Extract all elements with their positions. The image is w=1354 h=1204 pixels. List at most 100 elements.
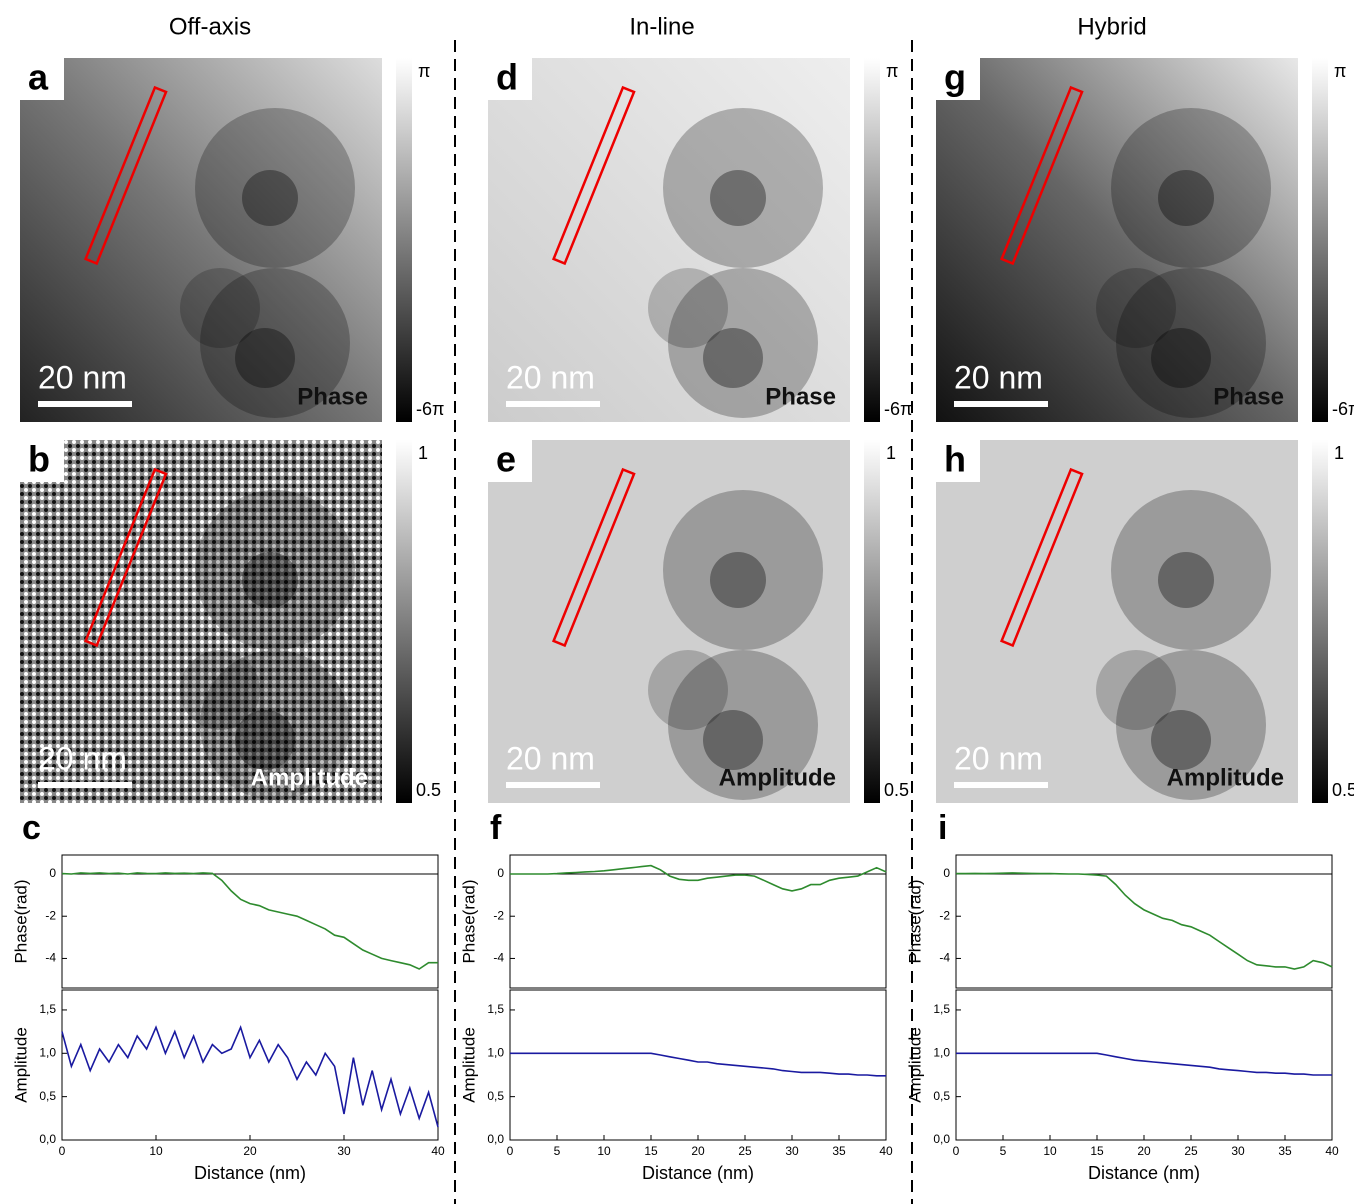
x-tick-label: 0 — [953, 1144, 960, 1158]
scale-bar-label: 20 nm — [506, 740, 595, 776]
particle — [180, 650, 260, 730]
colorbar — [864, 440, 880, 803]
particle — [668, 268, 818, 418]
panel-letter: c — [22, 809, 41, 847]
scale-bar-label: 20 nm — [954, 359, 1043, 395]
x-tick-label: 0 — [59, 1144, 66, 1158]
colorbar-tick: -6π — [884, 399, 912, 419]
plot-frame — [61, 989, 439, 1141]
panel-letter: g — [944, 57, 966, 98]
data-line — [510, 864, 887, 892]
colorbar-tick: 1 — [1334, 443, 1344, 463]
panel-letter: h — [944, 439, 966, 480]
column-title: Hybrid — [1077, 13, 1146, 40]
letter-bg — [20, 58, 64, 100]
panel-label: Amplitude — [719, 764, 836, 791]
x-tick-label: 15 — [644, 1144, 658, 1158]
selection-box — [551, 85, 636, 266]
y-axis-label: Amplitude — [905, 1027, 924, 1103]
letter-bg — [936, 440, 980, 482]
micrograph — [936, 58, 1298, 422]
letter-bg — [20, 440, 64, 482]
particle — [235, 710, 295, 770]
x-tick-label: 0 — [507, 1144, 514, 1158]
y-tick-label: 1,0 — [933, 1045, 950, 1059]
micrograph — [936, 440, 1298, 803]
x-tick-label: 10 — [597, 1144, 611, 1158]
plot-frame — [509, 989, 887, 1141]
letter-bg — [488, 440, 532, 482]
panel-letter: f — [490, 809, 502, 847]
y-tick-label: 1,5 — [933, 1002, 950, 1016]
panel-letter: b — [28, 439, 50, 480]
scale-bar-label: 20 nm — [506, 359, 595, 395]
y-tick-label: 1,0 — [487, 1045, 504, 1059]
panel-label: Amplitude — [1167, 764, 1284, 791]
x-tick-label: 30 — [337, 1144, 351, 1158]
micrograph — [488, 440, 850, 803]
colorbar-tick: 0.5 — [416, 780, 441, 800]
x-tick-label: 10 — [149, 1144, 163, 1158]
y-tick-label: 0,5 — [39, 1089, 56, 1103]
particle — [235, 328, 295, 388]
colorbar — [396, 440, 412, 803]
particle — [648, 650, 728, 730]
y-tick-label: 0 — [49, 866, 56, 880]
data-line — [956, 872, 1333, 970]
colorbar-tick: 1 — [418, 443, 428, 463]
particle — [668, 650, 818, 800]
x-tick-label: 30 — [1231, 1144, 1245, 1158]
selection-box — [83, 467, 168, 648]
y-axis-label: Phase(rad) — [11, 879, 30, 963]
x-tick-label: 35 — [832, 1144, 846, 1158]
x-tick-label: 10 — [1043, 1144, 1057, 1158]
colorbar — [1312, 58, 1328, 422]
particle — [1151, 328, 1211, 388]
micrograph — [20, 58, 382, 422]
colorbar-tick: π — [418, 61, 430, 81]
x-tick-label: 30 — [785, 1144, 799, 1158]
y-tick-label: -2 — [45, 908, 56, 922]
particle — [180, 268, 260, 348]
colorbar-tick: 0.5 — [1332, 780, 1354, 800]
colorbar-tick: π — [886, 61, 898, 81]
x-tick-label: 35 — [1278, 1144, 1292, 1158]
particle — [195, 108, 355, 268]
particle — [1158, 170, 1214, 226]
column-title: In-line — [629, 13, 694, 40]
x-tick-label: 5 — [1000, 1144, 1007, 1158]
x-tick-label: 20 — [243, 1144, 257, 1158]
y-tick-label: -2 — [939, 908, 950, 922]
selection-box — [999, 467, 1084, 648]
plot-frame — [61, 854, 439, 989]
colorbar — [864, 58, 880, 422]
particle — [1158, 552, 1214, 608]
colorbar-tick: 1 — [886, 443, 896, 463]
particle — [242, 552, 298, 608]
y-axis-label: Amplitude — [11, 1027, 30, 1103]
particle — [710, 170, 766, 226]
particle — [1111, 108, 1271, 268]
x-axis-label: Distance (nm) — [642, 1163, 754, 1183]
scale-bar-label: 20 nm — [38, 740, 127, 776]
colorbar — [1312, 440, 1328, 803]
data-line — [510, 1052, 886, 1077]
letter-bg — [936, 58, 980, 100]
data-line — [61, 872, 438, 970]
particle — [1116, 268, 1266, 418]
x-tick-label: 40 — [431, 1144, 445, 1158]
panel-label: Amplitude — [251, 764, 368, 791]
x-tick-label: 40 — [1325, 1144, 1339, 1158]
particle — [703, 328, 763, 388]
y-tick-label: 1,5 — [39, 1002, 56, 1016]
particle — [703, 710, 763, 770]
particle — [242, 170, 298, 226]
y-tick-label: 0,5 — [933, 1089, 950, 1103]
micrograph — [20, 440, 382, 803]
scale-bar-label: 20 nm — [38, 359, 127, 395]
y-axis-label: Amplitude — [459, 1027, 478, 1103]
y-tick-label: 0,5 — [487, 1089, 504, 1103]
y-tick-label: 0,0 — [39, 1132, 56, 1146]
colorbar-tick: -6π — [1332, 399, 1354, 419]
